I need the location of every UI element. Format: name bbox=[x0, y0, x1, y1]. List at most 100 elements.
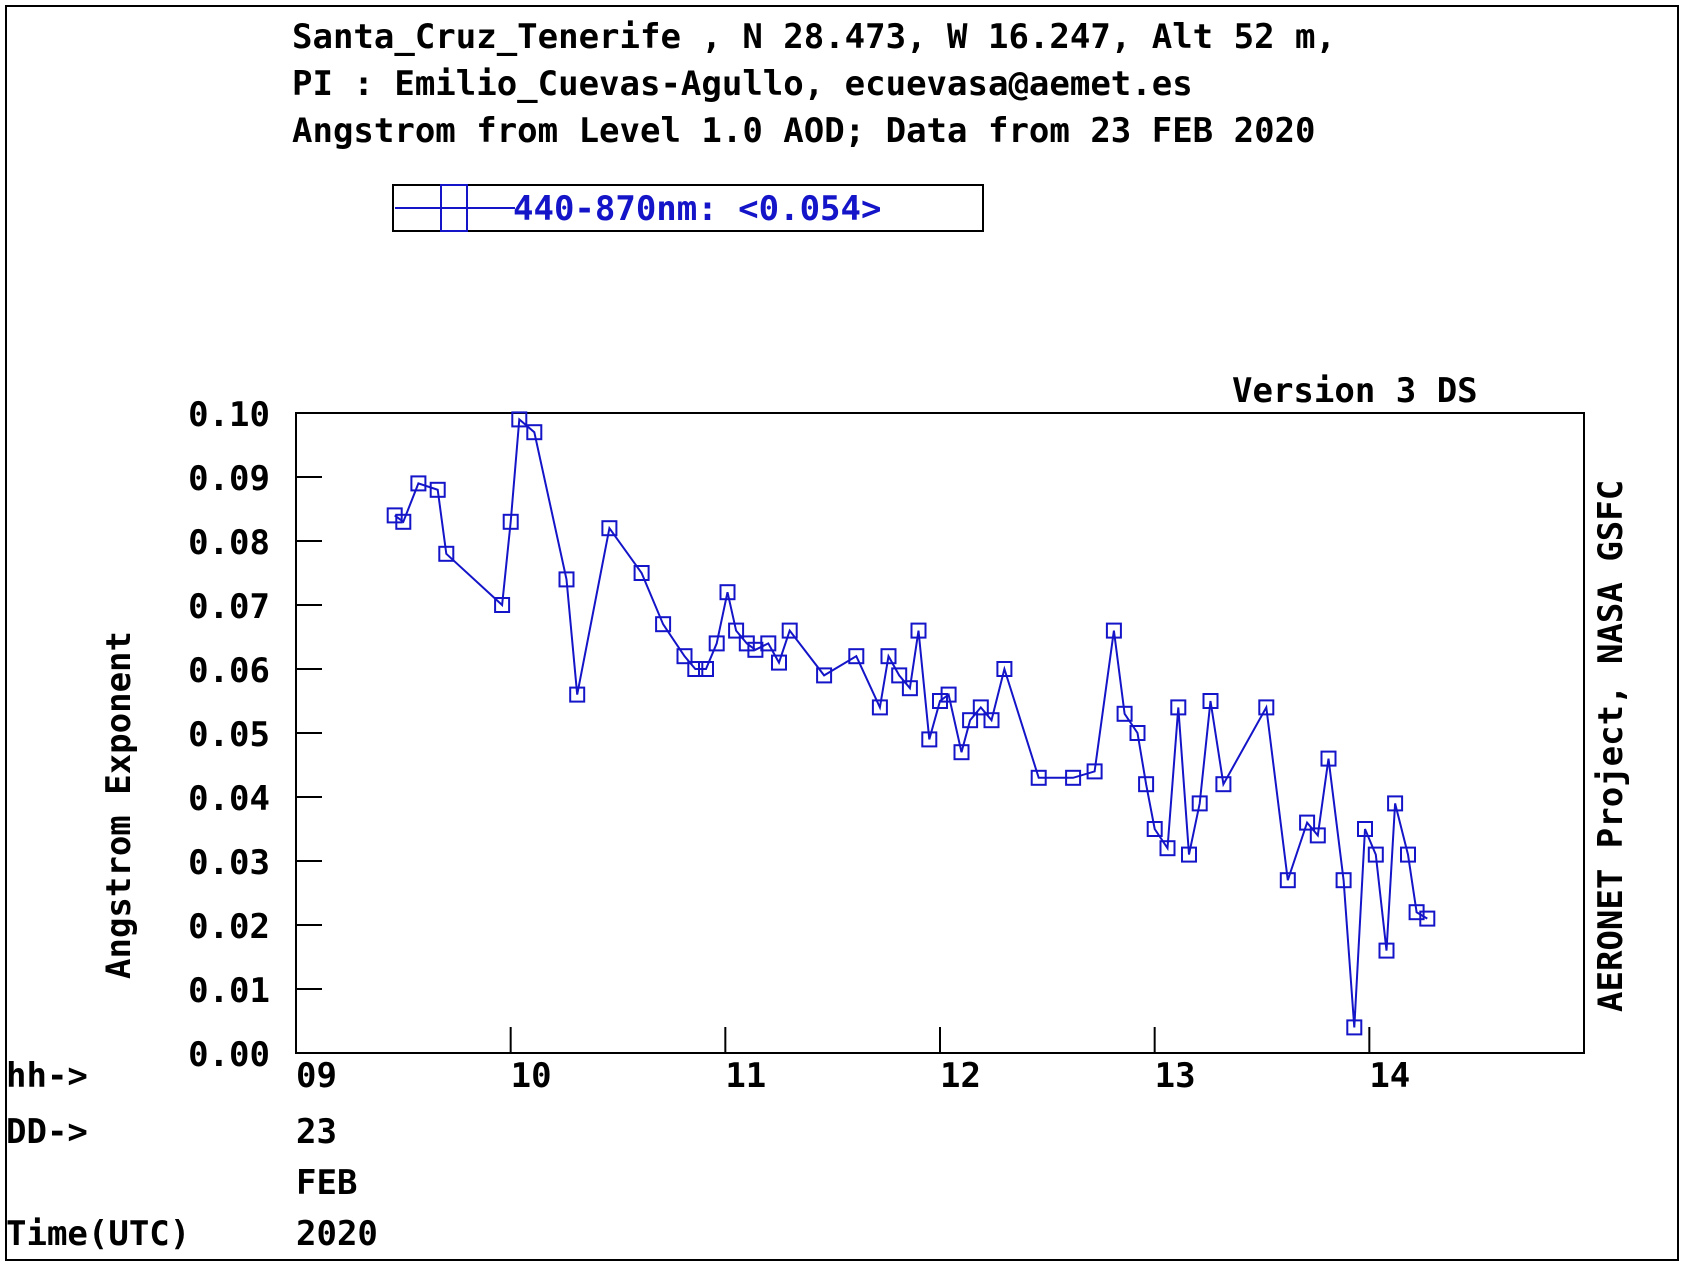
data-point bbox=[996, 661, 1013, 677]
data-point bbox=[1215, 776, 1232, 793]
data-point bbox=[395, 513, 412, 530]
data-point bbox=[1387, 795, 1404, 812]
data-point bbox=[719, 584, 736, 601]
x-tick-label: 11 bbox=[725, 1056, 766, 1096]
data-point bbox=[1129, 725, 1146, 741]
y-tick-label: 0.09 bbox=[188, 459, 270, 499]
data-point bbox=[708, 635, 725, 652]
data-point bbox=[511, 411, 528, 428]
data-point bbox=[1346, 1019, 1363, 1036]
data-point bbox=[983, 712, 1000, 729]
data-point bbox=[848, 648, 865, 665]
y-tick-label: 0.06 bbox=[188, 651, 270, 691]
hh-label: hh-> bbox=[6, 1056, 88, 1096]
legend-box bbox=[392, 184, 984, 232]
legend-marker-icon bbox=[440, 184, 468, 232]
data-point bbox=[698, 661, 714, 677]
data-point bbox=[781, 622, 798, 639]
header-line-1: Santa_Cruz_Tenerife , N 28.473, W 16.247… bbox=[292, 17, 1336, 57]
y-tick-label: 0.08 bbox=[188, 523, 270, 563]
y-tick-label: 0.05 bbox=[188, 715, 270, 755]
data-point bbox=[687, 661, 704, 677]
dd-label: DD-> bbox=[6, 1112, 88, 1152]
data-point bbox=[1309, 827, 1326, 844]
data-point bbox=[502, 513, 519, 530]
data-point bbox=[1367, 846, 1384, 863]
data-point bbox=[526, 424, 543, 441]
data-point bbox=[410, 475, 427, 492]
y-axis-ticks: 0.00 0.01 0.02 0.03 0.04 0.05 0.06 0.07 0.08 0.09… bbox=[188, 395, 322, 1075]
x-tick-label: 10 bbox=[511, 1056, 552, 1096]
data-point bbox=[1202, 693, 1219, 709]
data-point bbox=[880, 648, 897, 665]
data-point bbox=[771, 654, 787, 671]
data-point bbox=[438, 545, 455, 562]
header-line-2: PI : Emilio_Cuevas-Agullo, ecuevasa@aeme… bbox=[292, 64, 1193, 104]
data-point bbox=[633, 565, 650, 581]
data-point bbox=[1170, 699, 1187, 716]
x-tick-label: 13 bbox=[1155, 1056, 1196, 1096]
y-tick-label: 0.04 bbox=[188, 779, 270, 819]
data-point bbox=[940, 686, 957, 703]
data-point bbox=[962, 712, 979, 729]
data-point bbox=[728, 622, 745, 639]
data-point bbox=[676, 648, 693, 665]
data-point bbox=[1116, 705, 1133, 722]
y-tick-label: 0.10 bbox=[188, 395, 270, 435]
figure-border bbox=[5, 5, 1679, 1261]
data-point bbox=[569, 686, 586, 703]
header-line-3: Angstrom from Level 1.0 AOD; Data from 2… bbox=[292, 111, 1316, 151]
y-tick-label: 0.07 bbox=[188, 587, 270, 627]
x-axis-ticks: 09 10 11 12 13 14 bbox=[295, 1027, 1410, 1096]
y-axis-label: Angstrom Exponent bbox=[99, 631, 139, 979]
data-point bbox=[1419, 910, 1436, 927]
data-point bbox=[1086, 763, 1103, 780]
data-point bbox=[1258, 699, 1275, 716]
data-point bbox=[953, 744, 970, 761]
data-point bbox=[972, 699, 989, 716]
data-point bbox=[1378, 942, 1395, 959]
data-point bbox=[494, 597, 511, 613]
version-label: Version 3 DS bbox=[1232, 371, 1478, 411]
data-point bbox=[655, 616, 672, 633]
data-point bbox=[816, 667, 833, 684]
data-point bbox=[1335, 872, 1352, 889]
data-point bbox=[1400, 846, 1416, 863]
data-point bbox=[871, 699, 888, 716]
x-tick-label: 14 bbox=[1369, 1056, 1410, 1096]
data-point bbox=[1191, 795, 1208, 812]
data-point bbox=[1146, 821, 1163, 837]
time-utc-label: Time(UTC) bbox=[6, 1214, 190, 1254]
day-label: 23 bbox=[296, 1112, 337, 1152]
data-point bbox=[921, 731, 938, 748]
legend: 440-870nm: <0.054> bbox=[392, 184, 984, 232]
data-point bbox=[1320, 750, 1337, 767]
y-tick-label: 0.03 bbox=[188, 843, 270, 883]
data-point bbox=[429, 481, 446, 498]
data-point bbox=[1181, 846, 1197, 863]
data-point bbox=[1065, 769, 1082, 786]
data-point bbox=[910, 622, 927, 639]
x-tick-label: 09 bbox=[296, 1056, 337, 1096]
data-point bbox=[601, 520, 618, 537]
side-label: AERONET Project, NASA GSFC bbox=[1591, 480, 1631, 1012]
data-point bbox=[1105, 622, 1122, 639]
data-point bbox=[891, 667, 908, 684]
y-tick-label: 0.02 bbox=[188, 907, 270, 947]
y-tick-label: 0.00 bbox=[188, 1035, 270, 1075]
data-point bbox=[1030, 769, 1047, 786]
data-point bbox=[1299, 814, 1316, 831]
year-label: 2020 bbox=[296, 1214, 378, 1254]
series-440-870nm-markers bbox=[386, 411, 1436, 1036]
data-point bbox=[1279, 872, 1296, 889]
y-tick-label: 0.01 bbox=[188, 971, 270, 1011]
data-point bbox=[901, 680, 918, 697]
data-point bbox=[558, 571, 575, 588]
legend-label: 440-870nm: <0.054> bbox=[513, 189, 881, 229]
data-point bbox=[1357, 821, 1373, 837]
data-point bbox=[1138, 776, 1155, 793]
x-tick-label: 12 bbox=[940, 1056, 981, 1096]
month-label: FEB bbox=[296, 1163, 357, 1203]
data-point bbox=[1159, 840, 1176, 857]
